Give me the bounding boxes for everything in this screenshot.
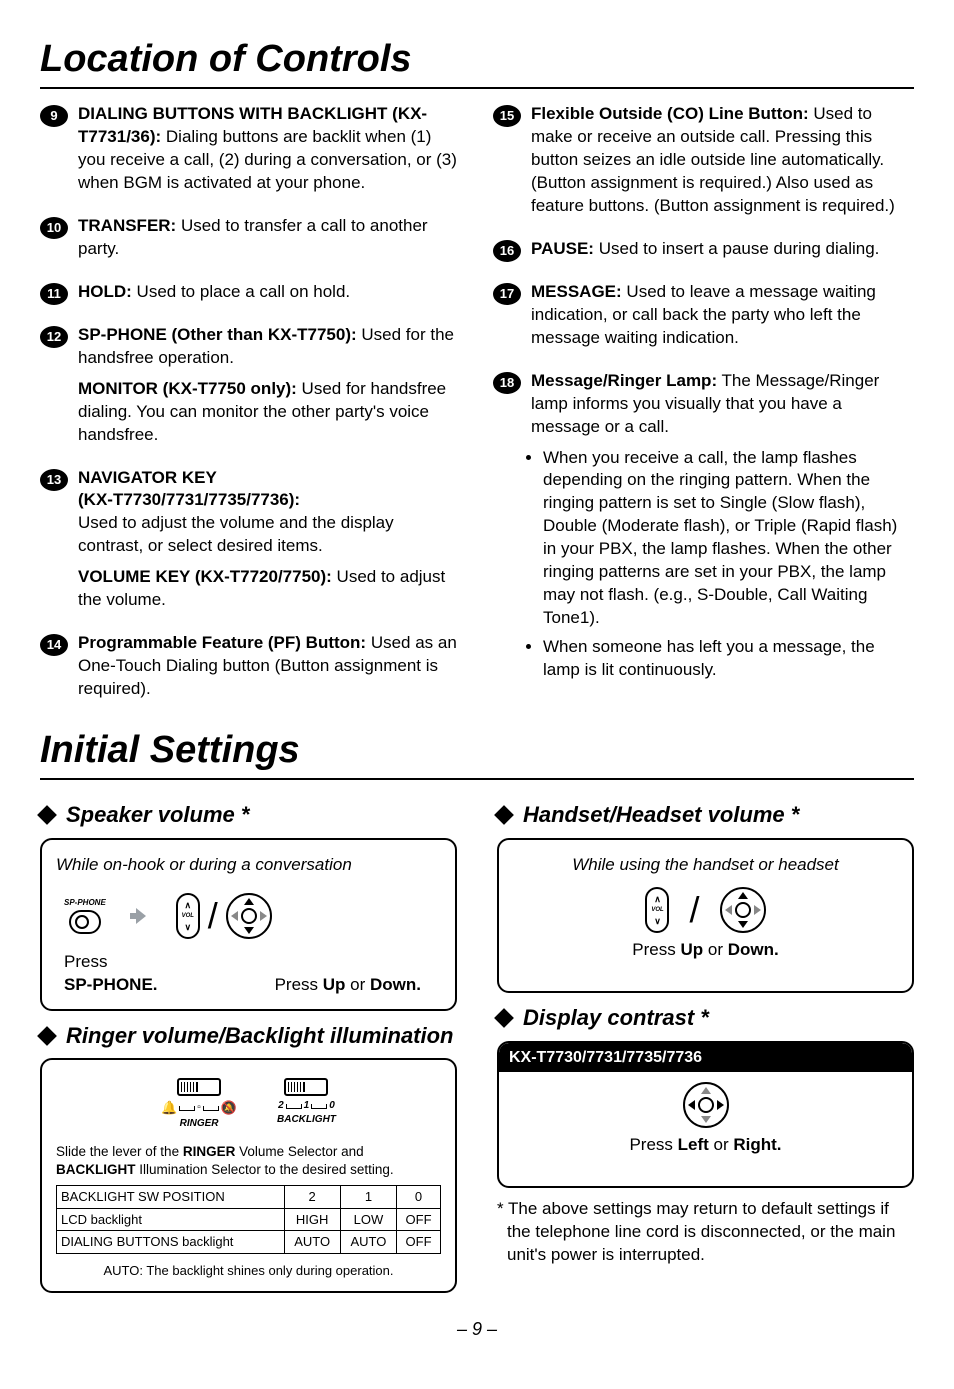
handset-context: While using the handset or headset <box>513 854 898 877</box>
handset-caption: Press Up or Down. <box>513 939 898 962</box>
control-item-16: 16 PAUSE: Used to insert a pause during d… <box>493 238 914 269</box>
volume-key-icon: ∧VOL∨ <box>645 887 669 933</box>
speaker-volume-label: Speaker volume * <box>66 800 249 830</box>
controls-columns: 9 DIALING BUTTONS WITH BACKLIGHT (KX-T773… <box>40 103 914 721</box>
control-body: PAUSE: Used to insert a pause during dia… <box>531 238 914 269</box>
volume-key-icon: ∧VOL∨ <box>176 893 200 939</box>
control-bullet-list: When you receive a call, the lamp flashe… <box>543 447 914 682</box>
control-item-9: 9 DIALING BUTTONS WITH BACKLIGHT (KX-T773… <box>40 103 461 203</box>
control-bullet: When someone has left you a message, the… <box>543 636 914 682</box>
control-item-12: 12 SP-PHONE (Other than KX-T7750): Used f… <box>40 324 461 455</box>
control-paragraph: NAVIGATOR KEY (KX-T7730/7731/7735/7736):… <box>78 467 461 559</box>
control-paragraph: Programmable Feature (PF) Button: Used a… <box>78 632 461 701</box>
auto-note: AUTO: The backlight shines only during o… <box>56 1262 441 1280</box>
ringer-box: 🔔▫🔕 RINGER 210 BACKLIGHT Slide the lever… <box>40 1058 457 1293</box>
control-body: MESSAGE: Used to leave a message waiting… <box>531 281 914 358</box>
control-paragraph: MONITOR (KX-T7750 only): Used for handsf… <box>78 378 461 447</box>
speaker-volume-box: While on-hook or during a conversation S… <box>40 838 457 1011</box>
sp-phone-icon <box>69 910 101 934</box>
navigator-key-icon <box>226 893 272 939</box>
ringer-slider: 🔔▫🔕 RINGER <box>161 1078 237 1130</box>
controls-left-column: 9 DIALING BUTTONS WITH BACKLIGHT (KX-T773… <box>40 103 461 721</box>
controls-right-column: 15 Flexible Outside (CO) Line Button: Use… <box>493 103 914 721</box>
speaker-context: While on-hook or during a conversation <box>56 854 441 877</box>
control-paragraph: Flexible Outside (CO) Line Button: Used … <box>531 103 914 218</box>
control-body: NAVIGATOR KEY (KX-T7730/7731/7735/7736):… <box>78 467 461 621</box>
number-badge: 12 <box>40 326 68 348</box>
contrast-title-label: Display contrast * <box>523 1003 709 1033</box>
number-badge: 15 <box>493 105 521 127</box>
handset-box: While using the handset or headset ∧VOL∨… <box>497 838 914 993</box>
control-body: SP-PHONE (Other than KX-T7750): Used for… <box>78 324 461 455</box>
control-paragraph: HOLD: Used to place a call on hold. <box>78 281 461 304</box>
number-badge: 14 <box>40 634 68 656</box>
press-sp-phone-label: PressSP-PHONE. <box>64 951 158 997</box>
handset-title-label: Handset/Headset volume * <box>523 800 799 830</box>
arrow-right-icon <box>136 908 146 924</box>
contrast-caption: Press Left or Right. <box>499 1134 912 1157</box>
control-body: Programmable Feature (PF) Button: Used a… <box>78 632 461 709</box>
speaker-volume-title: Speaker volume * <box>40 800 457 830</box>
control-item-18: 18 Message/Ringer Lamp: The Message/Ringe… <box>493 370 914 690</box>
heading-controls: Location of Controls <box>40 34 914 89</box>
slash-divider: / <box>689 892 699 928</box>
slash-divider: / <box>208 898 218 934</box>
page-number: – 9 – <box>40 1317 914 1341</box>
contrast-title: Display contrast * <box>497 1003 914 1033</box>
number-badge: 18 <box>493 372 521 394</box>
control-paragraph: MESSAGE: Used to leave a message waiting… <box>531 281 914 350</box>
control-body: Flexible Outside (CO) Line Button: Used … <box>531 103 914 226</box>
number-badge: 10 <box>40 217 68 239</box>
diamond-icon <box>494 805 514 825</box>
control-body: TRANSFER: Used to transfer a call to ano… <box>78 215 461 269</box>
ringer-title-label: Ringer volume/Backlight illumination <box>66 1021 454 1051</box>
number-badge: 16 <box>493 240 521 262</box>
control-item-13: 13 NAVIGATOR KEY (KX-T7730/7731/7735/7736… <box>40 467 461 621</box>
number-badge: 13 <box>40 469 68 491</box>
control-paragraph: VOLUME KEY (KX-T7720/7750): Used to adju… <box>78 566 461 612</box>
press-up-down-label: Press Up or Down. <box>275 974 421 997</box>
control-paragraph: Message/Ringer Lamp: The Message/Ringer … <box>531 370 914 439</box>
number-badge: 17 <box>493 283 521 305</box>
ringer-title: Ringer volume/Backlight illumination <box>40 1021 457 1051</box>
control-paragraph: SP-PHONE (Other than KX-T7750): Used for… <box>78 324 461 370</box>
diamond-icon <box>494 1008 514 1028</box>
number-badge: 11 <box>40 283 68 305</box>
backlight-table: BACKLIGHT SW POSITION 2 1 0 LCD backligh… <box>56 1185 441 1254</box>
control-item-14: 14 Programmable Feature (PF) Button: Used… <box>40 632 461 709</box>
ringer-instruction: Slide the lever of the RINGER Volume Sel… <box>56 1143 441 1179</box>
control-item-10: 10 TRANSFER: Used to transfer a call to a… <box>40 215 461 269</box>
sp-phone-label: SP-PHONE <box>64 898 106 909</box>
navigator-key-icon <box>720 887 766 933</box>
number-badge: 9 <box>40 105 68 127</box>
control-bullet: When you receive a call, the lamp flashe… <box>543 447 914 631</box>
diamond-icon <box>37 1026 57 1046</box>
control-item-11: 11 HOLD: Used to place a call on hold. <box>40 281 461 312</box>
heading-settings: Initial Settings <box>40 725 914 780</box>
handset-title: Handset/Headset volume * <box>497 800 914 830</box>
control-body: HOLD: Used to place a call on hold. <box>78 281 461 312</box>
control-body: DIALING BUTTONS WITH BACKLIGHT (KX-T7731… <box>78 103 461 203</box>
control-paragraph: PAUSE: Used to insert a pause during dia… <box>531 238 914 261</box>
control-paragraph: DIALING BUTTONS WITH BACKLIGHT (KX-T7731… <box>78 103 461 195</box>
navigator-key-icon <box>683 1082 729 1128</box>
contrast-box: KX-T7730/7731/7735/7736 Press Left or Ri… <box>497 1041 914 1189</box>
diamond-icon <box>37 805 57 825</box>
contrast-model-band: KX-T7730/7731/7735/7736 <box>499 1043 912 1073</box>
backlight-slider: 210 BACKLIGHT <box>277 1078 336 1130</box>
control-body: Message/Ringer Lamp: The Message/Ringer … <box>531 370 914 690</box>
control-paragraph: TRANSFER: Used to transfer a call to ano… <box>78 215 461 261</box>
control-item-15: 15 Flexible Outside (CO) Line Button: Use… <box>493 103 914 226</box>
sp-phone-button-diagram: SP-PHONE <box>64 898 106 935</box>
settings-footnote: * The above settings may return to defau… <box>507 1198 910 1267</box>
control-item-17: 17 MESSAGE: Used to leave a message waiti… <box>493 281 914 358</box>
